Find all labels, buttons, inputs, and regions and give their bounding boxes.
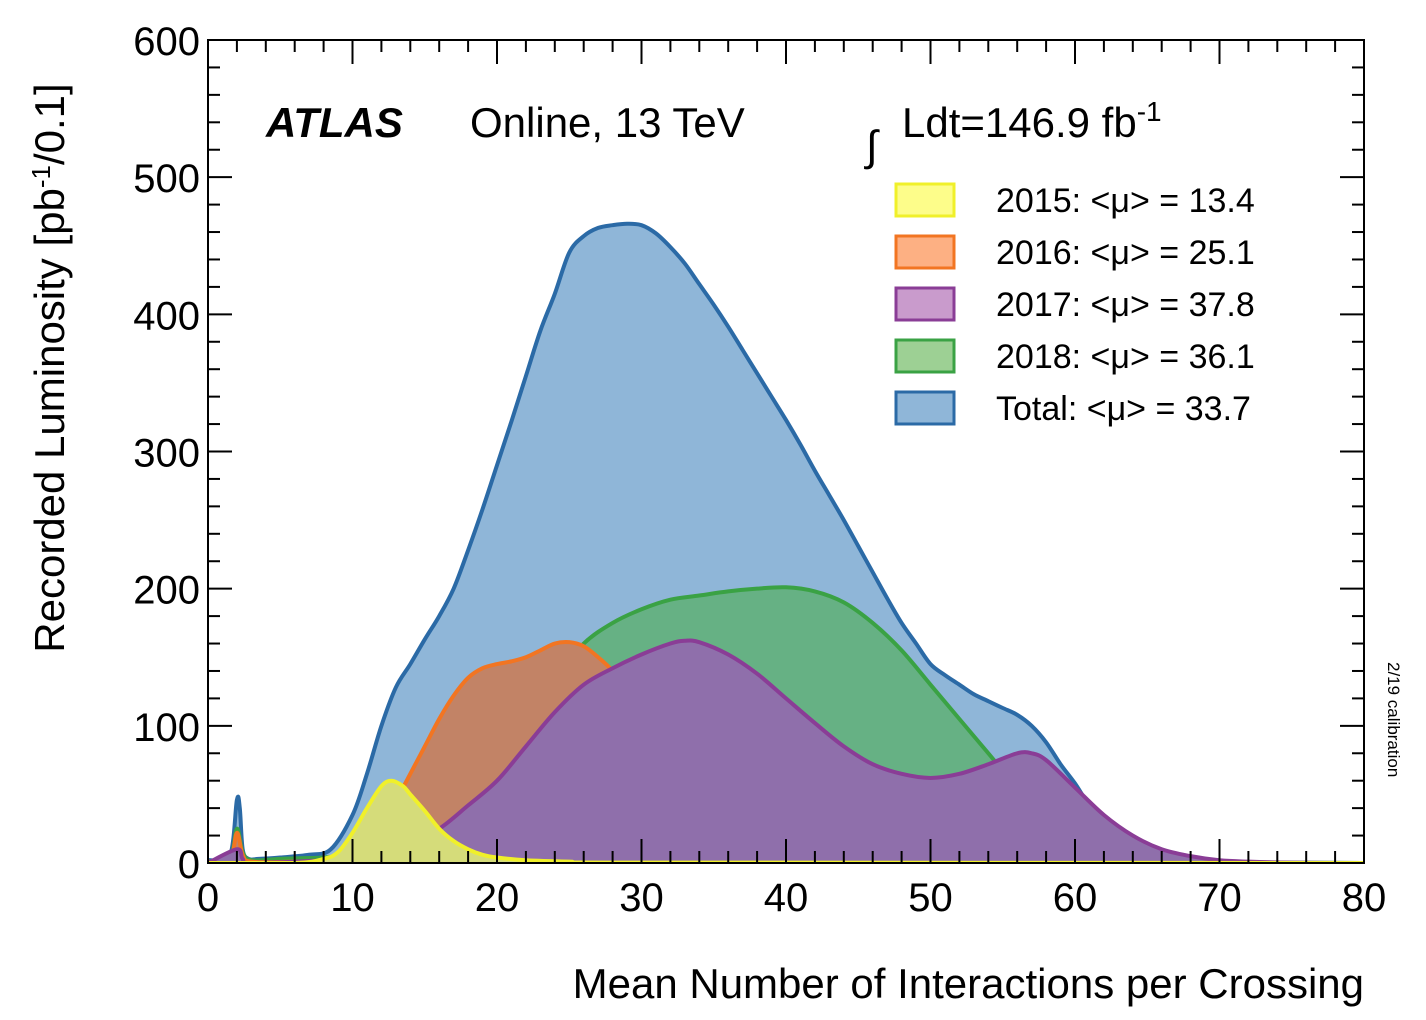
y-tick-label: 0 [178, 843, 200, 887]
y-tick-label: 400 [133, 294, 200, 338]
x-tick-label: 70 [1197, 876, 1242, 920]
x-axis-title: Mean Number of Interactions per Crossing [573, 960, 1364, 1007]
y-axis-title-exponent: -1 [26, 165, 56, 188]
x-tick-label: 10 [330, 876, 375, 920]
y-tick-label: 600 [133, 20, 200, 64]
legend-swatch-2018 [894, 338, 956, 374]
y-tick-labels: 0 100 200 300 400 500 600 [133, 20, 200, 887]
x-tick-label: 20 [475, 876, 520, 920]
integral-sign-icon: ∫ [864, 122, 880, 170]
legend-label-2015: 2015: <μ> = 13.4 [996, 182, 1255, 220]
series-line-total [208, 221, 1364, 863]
energy-label: Online, 13 TeV [470, 99, 745, 146]
y-tick-label: 300 [133, 432, 200, 476]
y-tick-label: 500 [133, 157, 200, 201]
legend-label-2016: 2016: <μ> = 25.1 [996, 234, 1255, 272]
axis-ticks [207, 39, 1365, 864]
series-areas [208, 221, 1364, 863]
calibration-note: 2/19 calibration [1384, 662, 1403, 777]
x-tick-label: 50 [908, 876, 953, 920]
legend-swatch-total [894, 390, 956, 426]
y-tick-label: 100 [133, 706, 200, 750]
lumi-label: Ldt=146.9 fb-1 [902, 96, 1162, 146]
x-tick-labels: 0 10 20 30 40 50 60 70 80 [197, 876, 1386, 920]
legend-swatch-2016 [894, 234, 956, 270]
legend: 2015: <μ> = 13.4 2016: <μ> = 25.1 2017: <μ… [894, 182, 1255, 428]
legend-label-total: Total: <μ> = 33.7 [996, 390, 1251, 428]
x-tick-label: 30 [619, 876, 664, 920]
legend-label-2017: 2017: <μ> = 37.8 [996, 286, 1255, 324]
atlas-label: ATLAS [265, 99, 403, 146]
y-axis-title-main: Recorded Luminosity [pb [26, 188, 73, 653]
y-axis-title: Recorded Luminosity [pb-1/0.1] [26, 83, 73, 652]
legend-swatch-2017 [894, 286, 956, 322]
lumi-exponent: -1 [1137, 96, 1162, 127]
x-tick-label: 40 [764, 876, 809, 920]
y-axis-title-tail: /0.1] [26, 83, 73, 165]
x-tick-label: 0 [197, 876, 219, 920]
x-tick-label: 60 [1053, 876, 1098, 920]
y-tick-label: 200 [133, 569, 200, 613]
legend-swatch-2015 [894, 182, 956, 218]
series-fill-2017 [208, 640, 1364, 863]
lumi-value: Ldt=146.9 fb [902, 99, 1137, 146]
x-tick-label: 80 [1342, 876, 1387, 920]
legend-label-2018: 2018: <μ> = 36.1 [996, 338, 1255, 376]
